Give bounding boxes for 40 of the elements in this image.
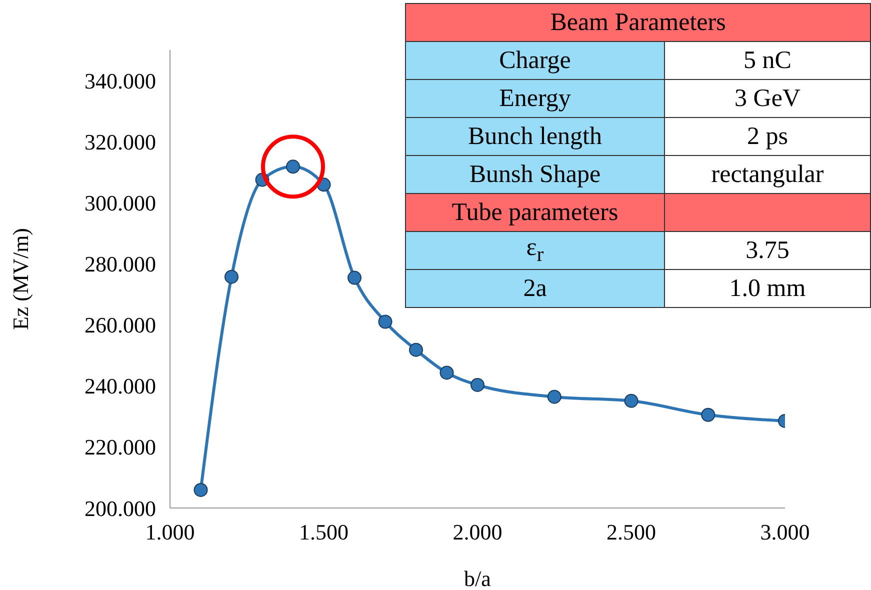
x-tick-label: 2.000 [452,520,502,545]
x-tick-label: 3.000 [760,520,810,545]
point [701,408,716,422]
point [286,160,300,174]
annotation: Charge [406,42,664,80]
y-tick-label: 240.000 [84,374,156,399]
point [547,390,562,404]
annotation: 2a [406,270,664,308]
y-axis-title: Ez (MV/m) [8,228,33,330]
annotation: Energy [406,80,664,118]
annotation: 3.75 [664,232,870,270]
annotation: 1.0 mm [664,270,870,308]
annotation: 3 GeV [664,80,870,118]
y-tick-label: 220.000 [84,434,156,460]
x-tick-label: 1.000 [145,520,195,545]
y-tick-label: 320.000 [84,129,156,154]
x-tick-label: 2.500 [606,520,656,545]
x-axis-title: b/a [464,566,492,590]
point [348,270,362,285]
y-tick-label: 340.000 [84,68,156,94]
annotation: 5 nC [664,42,870,80]
point [194,482,208,497]
text: Beam Parameters [406,4,870,42]
annotation: rectangular [664,156,870,194]
point [224,270,238,284]
annotation: ε$_{r}$ [406,232,664,270]
annotation: Bunch length [406,118,664,156]
annotation: 2 ps [664,118,870,156]
x-tick-label: 1.500 [299,520,348,545]
y-tick-label: 260.000 [84,312,156,338]
point [440,366,454,380]
y-tick-label: 300.000 [84,190,156,216]
annotation: Bunsh Shape [406,156,664,194]
point [470,378,484,392]
y-tick-label: 280.000 [84,252,156,277]
point [409,342,423,357]
y-tick-label: 200.000 [84,496,156,521]
point [378,314,392,329]
point [624,394,638,408]
annotation: Tube parameters [406,194,664,232]
